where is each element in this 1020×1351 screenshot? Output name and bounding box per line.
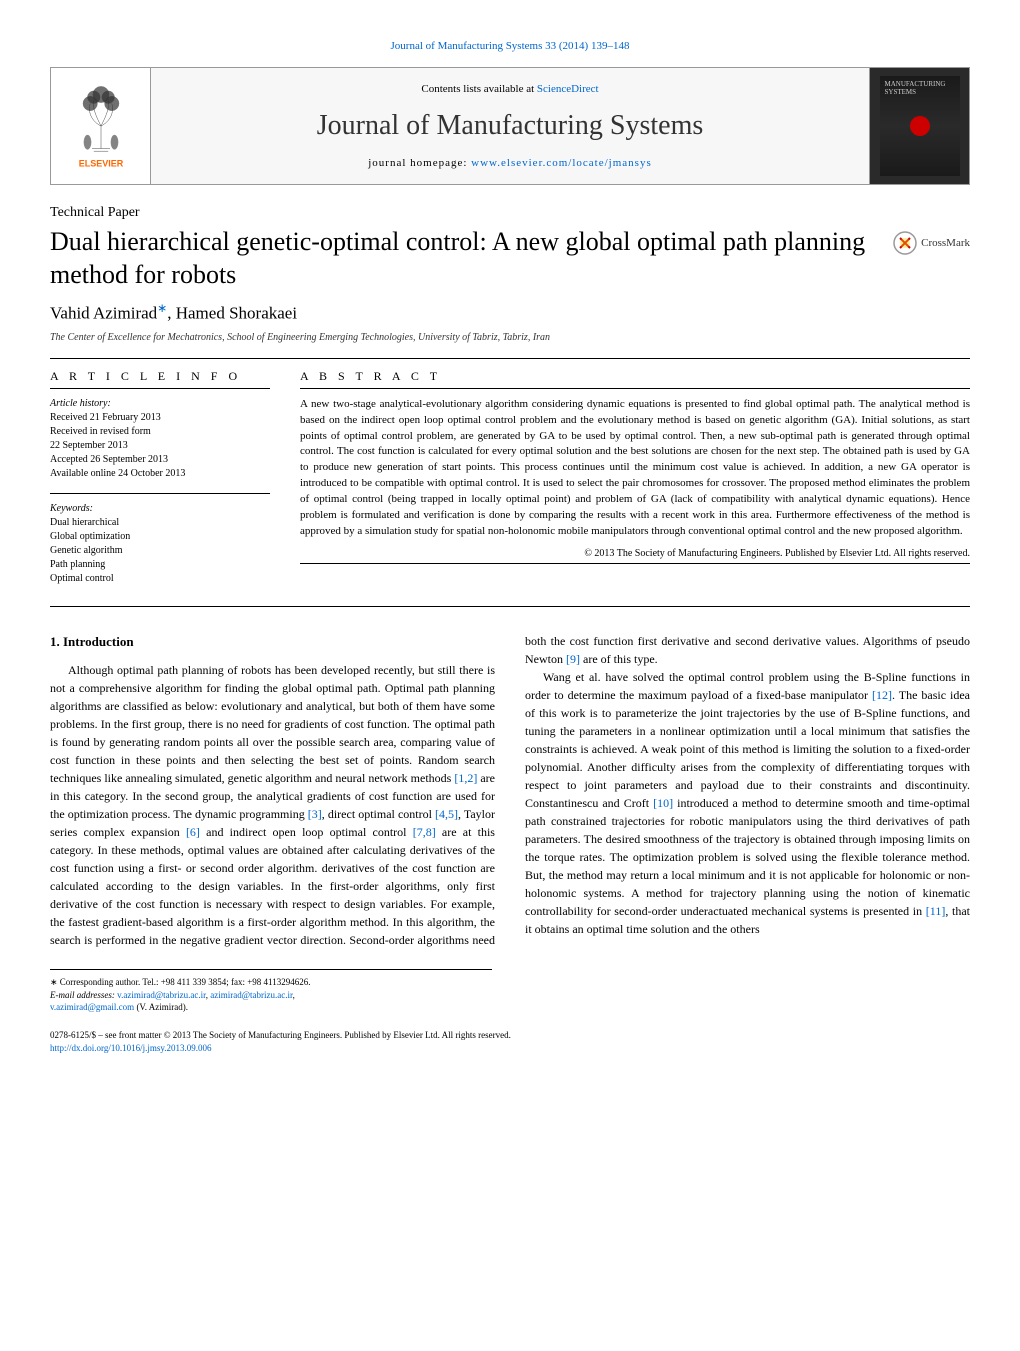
ref-link[interactable]: [12]	[872, 688, 892, 702]
body-para: Wang et al. have solved the optimal cont…	[525, 668, 970, 938]
divider	[50, 606, 970, 607]
affiliation: The Center of Excellence for Mechatronic…	[50, 332, 970, 343]
abstract-text: A new two-stage analytical-evolutionary …	[300, 397, 970, 540]
crossmark-label: CrossMark	[921, 237, 970, 249]
cover-dot-icon	[910, 116, 930, 136]
abstract-col: a b s t r a c t A new two-stage analytic…	[300, 369, 970, 598]
history-received: Received 21 February 2013	[50, 411, 270, 425]
keywords-block: Keywords: Dual hierarchical Global optim…	[50, 502, 270, 586]
contents-line: Contents lists available at ScienceDirec…	[161, 83, 859, 95]
article-info-label: a r t i c l e i n f o	[50, 369, 270, 384]
history-revised-2: 22 September 2013	[50, 439, 270, 453]
homepage-label: journal homepage:	[368, 157, 471, 169]
ref-link[interactable]: [6]	[186, 825, 200, 839]
bottom-line: 0278-6125/$ – see front matter © 2013 Th…	[50, 1029, 970, 1054]
history-online: Available online 24 October 2013	[50, 467, 270, 481]
ref-link[interactable]: [9]	[566, 652, 580, 666]
keyword-item: Global optimization	[50, 530, 270, 544]
para-text: and indirect open loop optimal control	[200, 825, 413, 839]
email-sep: ,	[293, 990, 295, 1000]
history-revised-1: Received in revised form	[50, 425, 270, 439]
email-link[interactable]: v.azimirad@gmail.com	[50, 1002, 134, 1012]
para-text: . The basic idea of this work is to para…	[525, 688, 970, 810]
ref-link[interactable]: [7,8]	[413, 825, 436, 839]
sciencedirect-link[interactable]: ScienceDirect	[537, 83, 599, 95]
email-line-2: v.azimirad@gmail.com (V. Azimirad).	[50, 1001, 492, 1014]
keyword-item: Dual hierarchical	[50, 516, 270, 530]
homepage-link[interactable]: www.elsevier.com/locate/jmansys	[471, 157, 652, 169]
author-sep: ,	[167, 304, 176, 323]
email-link[interactable]: v.azimirad@tabrizu.ac.ir	[117, 990, 206, 1000]
paper-type: Technical Paper	[50, 205, 970, 221]
para-text: are of this type.	[580, 652, 658, 666]
journal-citation: Journal of Manufacturing Systems 33 (201…	[50, 40, 970, 52]
authors: Vahid Azimirad∗, Hamed Shorakaei	[50, 301, 970, 324]
ref-link[interactable]: [10]	[653, 796, 673, 810]
journal-cover: MANUFACTURING SYSTEMS	[869, 68, 969, 184]
elsevier-text: ELSEVIER	[78, 159, 123, 169]
journal-title: Journal of Manufacturing Systems	[161, 110, 859, 142]
crossmark-badge[interactable]: CrossMark	[893, 231, 970, 255]
info-divider	[300, 563, 970, 564]
history-label: Article history:	[50, 397, 270, 411]
keywords-label: Keywords:	[50, 502, 270, 516]
journal-homepage: journal homepage: www.elsevier.com/locat…	[161, 157, 859, 169]
ref-link[interactable]: [3]	[308, 807, 322, 821]
email-name: (V. Azimirad).	[134, 1002, 188, 1012]
issn-line: 0278-6125/$ – see front matter © 2013 Th…	[50, 1029, 970, 1042]
intro-heading: 1. Introduction	[50, 632, 495, 652]
doi-link[interactable]: http://dx.doi.org/10.1016/j.jmsy.2013.09…	[50, 1043, 212, 1053]
article-history: Article history: Received 21 February 20…	[50, 397, 270, 481]
keyword-item: Optimal control	[50, 572, 270, 586]
crossmark-icon	[893, 231, 917, 255]
ref-link[interactable]: [4,5]	[435, 807, 458, 821]
para-text: , direct optimal control	[322, 807, 435, 821]
info-divider	[300, 388, 970, 389]
ref-link[interactable]: [11]	[926, 904, 946, 918]
journal-header: ELSEVIER Contents lists available at Sci…	[50, 67, 970, 185]
keyword-item: Genetic algorithm	[50, 544, 270, 558]
author-1: Vahid Azimirad	[50, 304, 157, 323]
paper-title: Dual hierarchical genetic-optimal contro…	[50, 226, 893, 291]
body-section: 1. Introduction Although optimal path pl…	[50, 632, 970, 950]
journal-center: Contents lists available at ScienceDirec…	[151, 68, 869, 184]
copyright-line: © 2013 The Society of Manufacturing Engi…	[300, 548, 970, 559]
ref-link[interactable]: [1,2]	[454, 771, 477, 785]
cover-label: MANUFACTURING SYSTEMS	[885, 81, 960, 96]
para-text: introduced a method to determine smooth …	[525, 796, 970, 918]
keyword-item: Path planning	[50, 558, 270, 572]
article-info-col: a r t i c l e i n f o Article history: R…	[50, 369, 270, 598]
info-divider	[50, 388, 270, 389]
author-1-sup: ∗	[157, 301, 167, 315]
author-2: Hamed Shorakaei	[176, 304, 297, 323]
corresponding-author: ∗ Corresponding author. Tel.: +98 411 33…	[50, 976, 492, 989]
history-accepted: Accepted 26 September 2013	[50, 453, 270, 467]
email-link[interactable]: azimirad@tabrizu.ac.ir	[210, 990, 292, 1000]
para-text: Although optimal path planning of robots…	[50, 663, 495, 785]
contents-text: Contents lists available at	[421, 83, 536, 95]
footnote-block: ∗ Corresponding author. Tel.: +98 411 33…	[50, 969, 492, 1014]
divider	[50, 358, 970, 359]
email-line: E-mail addresses: v.azimirad@tabrizu.ac.…	[50, 989, 492, 1002]
info-divider	[50, 493, 270, 494]
abstract-label: a b s t r a c t	[300, 369, 970, 384]
elsevier-logo: ELSEVIER	[51, 68, 151, 184]
email-label: E-mail addresses:	[50, 990, 117, 1000]
